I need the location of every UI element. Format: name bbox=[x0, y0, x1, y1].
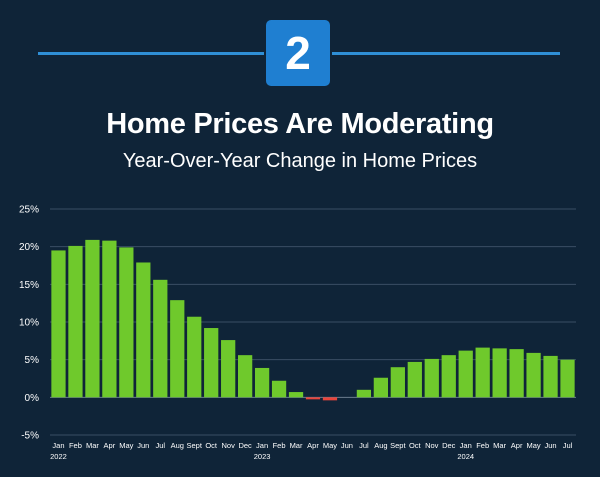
bar bbox=[254, 367, 270, 398]
x-tick-label: May bbox=[119, 441, 133, 450]
bar bbox=[509, 349, 524, 398]
x-tick-label: Jan bbox=[256, 441, 268, 450]
bar bbox=[271, 380, 287, 398]
bar bbox=[68, 245, 83, 398]
x-tick-label: Mar bbox=[86, 441, 99, 450]
bar bbox=[390, 367, 405, 398]
top-rule-left bbox=[38, 52, 264, 55]
bar bbox=[119, 247, 134, 398]
bar bbox=[458, 350, 473, 398]
y-tick-label: 25% bbox=[19, 205, 39, 216]
x-tick-label: Oct bbox=[205, 441, 218, 450]
x-tick-label: Dec bbox=[442, 441, 456, 450]
x-tick-label: Jun bbox=[137, 441, 149, 450]
x-tick-label: Jun bbox=[341, 441, 353, 450]
year-label: 2024 bbox=[457, 452, 474, 461]
bar bbox=[153, 279, 168, 398]
x-tick-label: Feb bbox=[69, 441, 82, 450]
bar bbox=[170, 300, 185, 398]
x-tick-label: Feb bbox=[273, 441, 286, 450]
bar bbox=[441, 355, 456, 398]
x-tick-label: Jul bbox=[155, 441, 165, 450]
x-tick-label: Apr bbox=[104, 441, 116, 450]
x-tick-label: Nov bbox=[425, 441, 439, 450]
y-tick-label: 10% bbox=[19, 318, 39, 329]
chart-subtitle: Year-Over-Year Change in Home Prices bbox=[122, 150, 478, 172]
x-tick-label: Mar bbox=[290, 441, 303, 450]
bar bbox=[407, 361, 422, 398]
x-tick-label: Sept bbox=[187, 441, 203, 450]
x-tick-label: Apr bbox=[511, 441, 523, 450]
bar bbox=[424, 358, 439, 398]
x-tick-label: Jul bbox=[359, 441, 369, 450]
x-tick-label: Apr bbox=[307, 441, 319, 450]
y-tick-label: -5% bbox=[21, 431, 39, 442]
top-rule-right bbox=[332, 52, 560, 55]
x-tick-label: Feb bbox=[476, 441, 489, 450]
bar bbox=[204, 328, 219, 398]
bar bbox=[543, 355, 558, 398]
bar bbox=[187, 316, 202, 398]
y-tick-label: 20% bbox=[19, 242, 39, 253]
year-label: 2022 bbox=[50, 452, 67, 461]
bar bbox=[51, 250, 66, 398]
bar bbox=[526, 352, 541, 398]
bar bbox=[475, 347, 490, 398]
x-tick-label: Aug bbox=[374, 441, 387, 450]
x-tick-label: Jul bbox=[563, 441, 573, 450]
bar bbox=[85, 239, 100, 398]
bar-chart: -5%0%5%10%15%20%25%Jan Feb Mar Apr May Jun Jul… bbox=[19, 205, 576, 461]
bar bbox=[373, 377, 388, 398]
y-tick-label: 15% bbox=[19, 280, 39, 291]
x-tick-label: Jan bbox=[460, 441, 472, 450]
bar bbox=[221, 340, 236, 398]
x-tick-label: Oct bbox=[409, 441, 422, 450]
number-badge: 2 bbox=[266, 20, 330, 86]
bar bbox=[102, 240, 117, 398]
bar bbox=[136, 262, 151, 398]
x-tick-label: Jun bbox=[545, 441, 557, 450]
x-tick-label: Dec bbox=[238, 441, 252, 450]
x-tick-label: Sept bbox=[390, 441, 406, 450]
y-tick-label: 0% bbox=[25, 393, 40, 404]
y-tick-label: 5% bbox=[25, 355, 40, 366]
x-tick-label: Nov bbox=[221, 441, 235, 450]
bar bbox=[238, 355, 253, 398]
x-tick-label: Mar bbox=[493, 441, 506, 450]
x-tick-label: May bbox=[526, 441, 540, 450]
bar bbox=[560, 359, 575, 398]
bar bbox=[322, 397, 338, 401]
bar bbox=[492, 348, 507, 398]
x-tick-label: May bbox=[323, 441, 337, 450]
x-tick-label: Aug bbox=[171, 441, 184, 450]
chart-title: Home Prices Are Moderating bbox=[106, 108, 494, 140]
year-label: 2023 bbox=[254, 452, 271, 461]
bar bbox=[305, 397, 321, 400]
bar bbox=[288, 392, 304, 398]
bar bbox=[356, 389, 372, 398]
x-tick-label: Jan bbox=[52, 441, 64, 450]
